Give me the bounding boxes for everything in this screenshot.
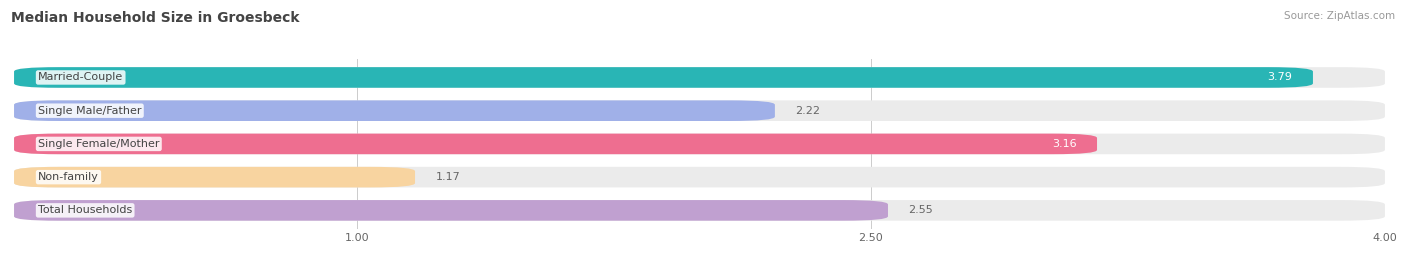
FancyBboxPatch shape bbox=[14, 167, 1385, 187]
Text: Married-Couple: Married-Couple bbox=[38, 72, 124, 83]
Text: 3.79: 3.79 bbox=[1267, 72, 1292, 83]
Text: 2.22: 2.22 bbox=[796, 106, 821, 116]
Text: Source: ZipAtlas.com: Source: ZipAtlas.com bbox=[1284, 11, 1395, 21]
Text: 3.16: 3.16 bbox=[1052, 139, 1077, 149]
Text: 1.17: 1.17 bbox=[436, 172, 460, 182]
FancyBboxPatch shape bbox=[14, 134, 1097, 154]
FancyBboxPatch shape bbox=[14, 100, 1385, 121]
Text: 2.55: 2.55 bbox=[908, 205, 934, 215]
FancyBboxPatch shape bbox=[14, 100, 775, 121]
FancyBboxPatch shape bbox=[14, 200, 889, 221]
FancyBboxPatch shape bbox=[14, 200, 1385, 221]
Text: Median Household Size in Groesbeck: Median Household Size in Groesbeck bbox=[11, 11, 299, 25]
Text: Single Male/Father: Single Male/Father bbox=[38, 106, 142, 116]
Text: Total Households: Total Households bbox=[38, 205, 132, 215]
FancyBboxPatch shape bbox=[14, 67, 1313, 88]
Text: Non-family: Non-family bbox=[38, 172, 98, 182]
Text: Single Female/Mother: Single Female/Mother bbox=[38, 139, 159, 149]
FancyBboxPatch shape bbox=[14, 134, 1385, 154]
FancyBboxPatch shape bbox=[14, 167, 415, 187]
FancyBboxPatch shape bbox=[14, 67, 1385, 88]
